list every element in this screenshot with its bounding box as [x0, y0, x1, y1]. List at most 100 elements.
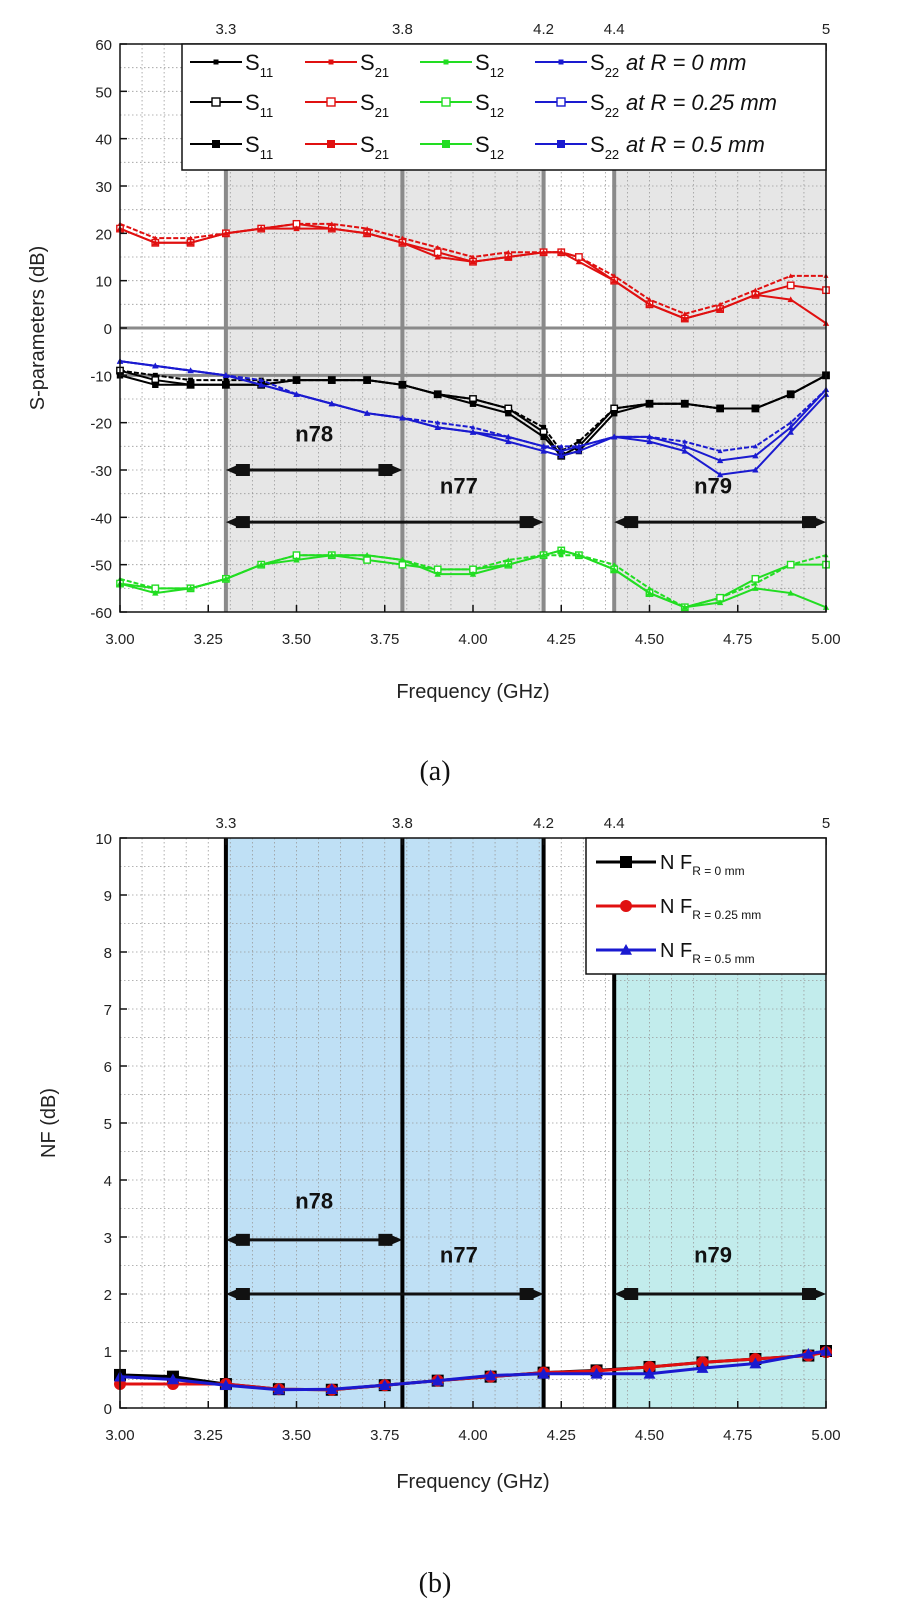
x-tick-label: 3.00 [105, 631, 134, 648]
data-point [469, 400, 477, 407]
data-point [752, 585, 759, 591]
legend-subscript: R = 0.5 mm [692, 952, 754, 966]
data-point [399, 556, 406, 563]
top-tick-label: 4.2 [533, 815, 554, 832]
data-point [575, 552, 583, 558]
legend-s-symbol: S [245, 132, 260, 157]
data-point [558, 249, 565, 255]
data-point [558, 552, 564, 558]
data-point [505, 433, 512, 440]
data-point [166, 1373, 179, 1385]
legend-label: N FR = 0.25 mm [660, 896, 761, 922]
y-tick-label: 8 [104, 945, 112, 962]
y-tick-label: 5 [104, 1116, 112, 1133]
data-point [378, 1379, 391, 1390]
legend-marker [443, 59, 449, 65]
legend-marker [326, 97, 336, 107]
x-tick-label: 3.50 [282, 1427, 311, 1444]
legend-label-s12: S12 [475, 50, 504, 80]
y-tick-label: 3 [104, 1230, 112, 1247]
series-line-12 [119, 360, 827, 476]
data-point [363, 410, 371, 416]
legend-label: N FR = 0.5 mm [660, 940, 755, 966]
legend-subscript: 12 [490, 65, 504, 80]
y-tick-label: 0 [104, 321, 112, 338]
legend-marker [620, 900, 632, 912]
data-point [258, 561, 265, 568]
x-tick-label: 3.75 [370, 631, 399, 648]
data-point [716, 471, 724, 478]
top-tick-label: 4.2 [533, 21, 554, 38]
data-point [431, 1374, 444, 1386]
data-point [717, 448, 723, 454]
data-point [646, 400, 653, 407]
band-arrow-n79-left-block [624, 516, 639, 529]
series-line-6 [119, 227, 827, 325]
legend-marker [328, 59, 334, 65]
data-point [222, 230, 230, 236]
data-point [399, 381, 406, 388]
data-point [219, 1379, 232, 1390]
legend-label-s22: S22 [590, 132, 619, 162]
band-arrow-n79-right-block [802, 516, 816, 529]
legend-s-symbol: S [360, 50, 375, 75]
data-point [643, 1360, 656, 1373]
band-label-n78: n78 [295, 422, 333, 447]
band-arrow-n77-left-block [235, 516, 250, 529]
data-point [363, 552, 371, 558]
data-point [611, 277, 618, 284]
legend-label-s21: S21 [360, 90, 389, 120]
y-tick-label: -40 [90, 510, 112, 527]
data-point [558, 443, 564, 449]
top-tick-label: 3.8 [392, 21, 413, 38]
y-tick-label: -50 [90, 558, 112, 575]
data-point [611, 566, 618, 572]
legend-label-s11: S11 [245, 90, 273, 120]
legend-s-symbol: S [360, 90, 375, 115]
data-point [484, 1369, 497, 1381]
band-label-n77: n77 [440, 1243, 478, 1268]
data-point [540, 447, 547, 454]
legend-subscript: R = 0.25 mm [692, 908, 761, 922]
legend-s-symbol: S [475, 50, 490, 75]
data-point [469, 428, 477, 435]
data-point [576, 439, 582, 445]
data-point [293, 376, 300, 384]
data-point [434, 570, 441, 577]
data-point [328, 376, 335, 384]
legend-subscript: 21 [375, 105, 389, 120]
legend-label-s22: S22 [590, 90, 619, 120]
data-point [590, 1367, 603, 1379]
data-point [752, 405, 759, 412]
data-point [325, 1383, 338, 1394]
data-point [787, 424, 794, 430]
y-tick-label: -30 [90, 463, 112, 480]
band-arrow-n78-right-block [378, 1233, 393, 1246]
data-point [187, 239, 194, 246]
data-point [575, 443, 583, 449]
data-point [399, 414, 406, 421]
data-point [749, 1357, 762, 1369]
data-point [399, 239, 406, 246]
top-tick-label: 3.3 [215, 815, 236, 832]
band-label-n77: n77 [440, 474, 478, 499]
band-label-n79: n79 [694, 474, 732, 499]
data-point [752, 452, 759, 459]
data-point [222, 575, 230, 582]
data-point [188, 377, 194, 383]
legend-subscript: 21 [375, 147, 389, 162]
legend-s-symbol: S [475, 132, 490, 157]
legend-s-symbol: S [590, 132, 605, 157]
y-axis-title: S-parameters (dB) [27, 246, 49, 411]
data-point [558, 447, 565, 454]
data-point [682, 439, 688, 444]
legend-s-symbol: S [475, 90, 490, 115]
data-point [152, 362, 159, 369]
legend-row-label: at R = 0.5 mm [626, 132, 765, 157]
panel-caption: (b) [419, 1568, 452, 1599]
y-tick-label: 9 [104, 888, 112, 905]
legend-subscript: 11 [260, 147, 274, 162]
data-point [540, 249, 547, 255]
y-tick-label: -60 [90, 605, 112, 622]
data-point [187, 585, 194, 591]
